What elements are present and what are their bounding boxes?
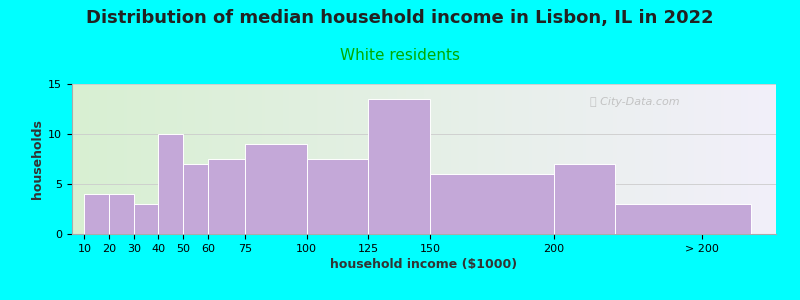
Text: Distribution of median household income in Lisbon, IL in 2022: Distribution of median household income … (86, 9, 714, 27)
Bar (134, 204, 158, 234)
Bar (430, 174, 554, 234)
Y-axis label: households: households (31, 119, 44, 199)
X-axis label: household income ($1000): household income ($1000) (330, 258, 518, 271)
Text: White residents: White residents (340, 48, 460, 63)
Bar (369, 99, 430, 234)
Bar (554, 164, 615, 234)
Bar (306, 159, 369, 234)
Text: Ⓢ City-Data.com: Ⓢ City-Data.com (590, 97, 680, 107)
Bar (615, 204, 751, 234)
Bar (183, 164, 208, 234)
Bar (109, 194, 134, 234)
Bar (208, 159, 245, 234)
Bar (84, 194, 109, 234)
Bar (158, 134, 183, 234)
Bar (245, 144, 306, 234)
